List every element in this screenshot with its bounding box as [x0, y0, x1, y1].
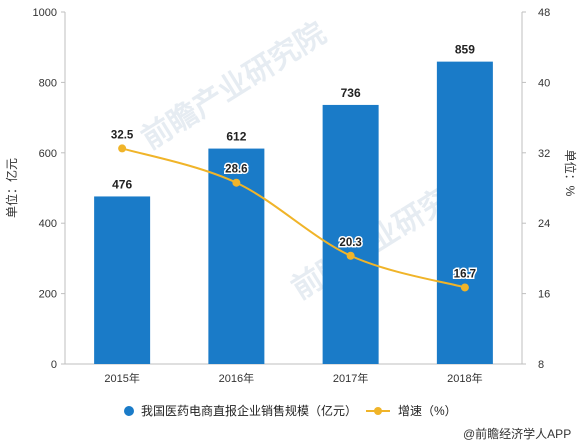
x-axis-tick-label: 2018年 — [447, 371, 482, 385]
right-axis-title: 单位：% — [563, 150, 578, 197]
line-point — [460, 283, 469, 292]
line-point — [346, 251, 355, 260]
bar-value-label: 736 — [341, 86, 361, 100]
x-axis-tick-label: 2016年 — [219, 371, 254, 385]
line-value-label: 16.7 — [454, 268, 476, 280]
right-axis-tick-label: 32 — [538, 148, 550, 160]
bar-value-label: 859 — [455, 43, 475, 57]
line-series: 32.5 28.6 20.3 16.7 — [109, 128, 478, 292]
line-point — [118, 144, 127, 153]
x-axis-tick-label: 2015年 — [104, 371, 139, 385]
axes: 0 200 400 600 800 1000 8 16 24 32 40 48 2015年 2016年 20… — [4, 7, 578, 385]
right-axis-tick-label: 48 — [538, 7, 550, 19]
right-axis-tick-label: 24 — [538, 218, 550, 230]
growth-rate-line — [121, 147, 466, 289]
right-axis-tick-label: 8 — [538, 359, 544, 371]
line-value-label: 28.6 — [225, 164, 247, 176]
line-value-label: 20.3 — [339, 237, 361, 249]
bar-value-label: 476 — [112, 177, 132, 191]
watermark-layer: 前瞻产业研究院 前瞻产业研究院 — [136, 16, 482, 306]
legend-label-bar: 我国医药电商直报企业销售规模（亿元） — [141, 403, 357, 418]
right-axis-tick-label: 16 — [538, 289, 550, 301]
right-axis-tick-label: 40 — [538, 77, 550, 89]
bar-value-label: 612 — [226, 130, 246, 144]
left-axis-tick-label: 400 — [39, 218, 57, 230]
legend: 我国医药电商直报企业销售规模（亿元） 增速（%） — [124, 403, 457, 418]
bar — [94, 196, 151, 364]
legend-marker-point — [374, 407, 382, 415]
left-axis-tick-label: 800 — [39, 77, 57, 89]
left-axis-tick-label: 600 — [39, 148, 57, 160]
line-value-label: 32.5 — [111, 129, 134, 141]
left-axis-tick-label: 0 — [51, 359, 57, 371]
bar — [322, 104, 379, 364]
bar-series: 476 612 736 859 — [94, 43, 493, 365]
left-axis-title: 单位：亿元 — [4, 158, 19, 218]
source-label: @前瞻经济学人APP — [463, 426, 571, 441]
left-axis-tick-label: 200 — [39, 289, 57, 301]
x-axis-tick-label: 2017年 — [333, 371, 368, 385]
bar — [436, 61, 493, 365]
left-axis-tick-label: 1000 — [33, 7, 57, 19]
line-point — [232, 178, 241, 187]
legend-marker-bar — [124, 406, 134, 416]
legend-label-line: 增速（%） — [398, 404, 457, 418]
